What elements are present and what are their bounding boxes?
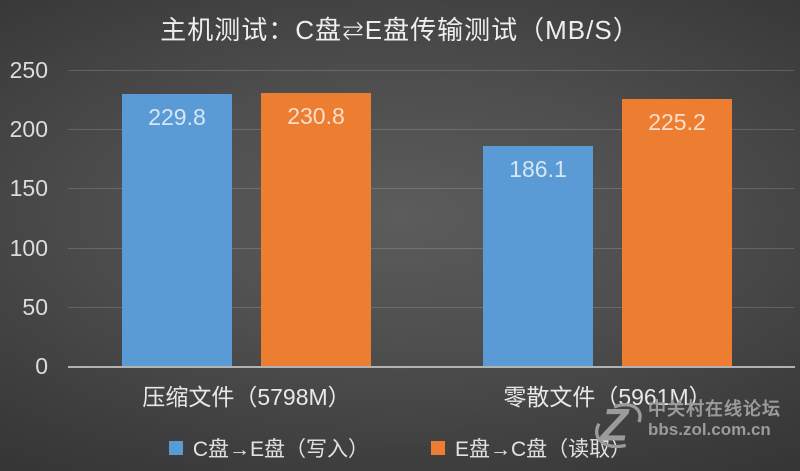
y-axis-tick-label: 200 [9,116,48,143]
bar-value-label: 230.8 [287,102,345,129]
gridline [68,129,794,131]
gridline [68,70,794,71]
chart-title: 主机测试：C盘⇆E盘传输测试（MB/S） [160,15,640,45]
legend: C盘→E盘（写入） E盘→C盘（读取） [0,433,800,463]
legend-item: C盘→E盘（写入） [168,433,369,463]
legend-label: C盘→E盘（写入） [192,438,369,461]
zol-logo-icon: Z [595,399,642,450]
bar-blue: 229.8 [122,93,232,366]
gridline [68,247,794,249]
legend-swatch-icon [431,441,445,455]
y-axis-tick-label: 0 [35,353,48,379]
bar-orange: 225.2 [622,99,732,366]
watermark-site-name: 中关村在线论坛 [648,399,781,419]
bar-blue: 186.1 [483,145,593,366]
legend-item: E盘→C盘（读取） [431,433,631,463]
y-axis-tick-label: 100 [9,234,48,261]
gridline [68,306,794,308]
y-axis-tick-label: 50 [22,293,48,320]
svg-text:Z: Z [599,399,630,450]
watermark-text: 中关村在线论坛 bbs.zol.com.cn [648,398,781,440]
y-axis-tick-label: 250 [9,57,48,83]
category-label: 压缩文件（5798M） [142,384,351,410]
y-axis-tick-label: 150 [9,175,48,202]
bar-value-label: 186.1 [509,155,567,182]
watermark: Z 中关村在线论坛 bbs.zol.com.cn [594,398,781,456]
legend-swatch-icon [168,441,183,455]
legend-label: E盘→C盘（读取） [455,438,632,461]
category-label: 零散文件（5961M） [503,384,712,410]
watermark-site-url: bbs.zol.com.cn [648,420,771,439]
x-axis-line [68,366,795,368]
bar-orange: 230.8 [261,92,371,366]
bar-value-label: 229.8 [148,103,206,130]
gridline [68,188,794,190]
bar-value-label: 225.2 [648,109,706,136]
